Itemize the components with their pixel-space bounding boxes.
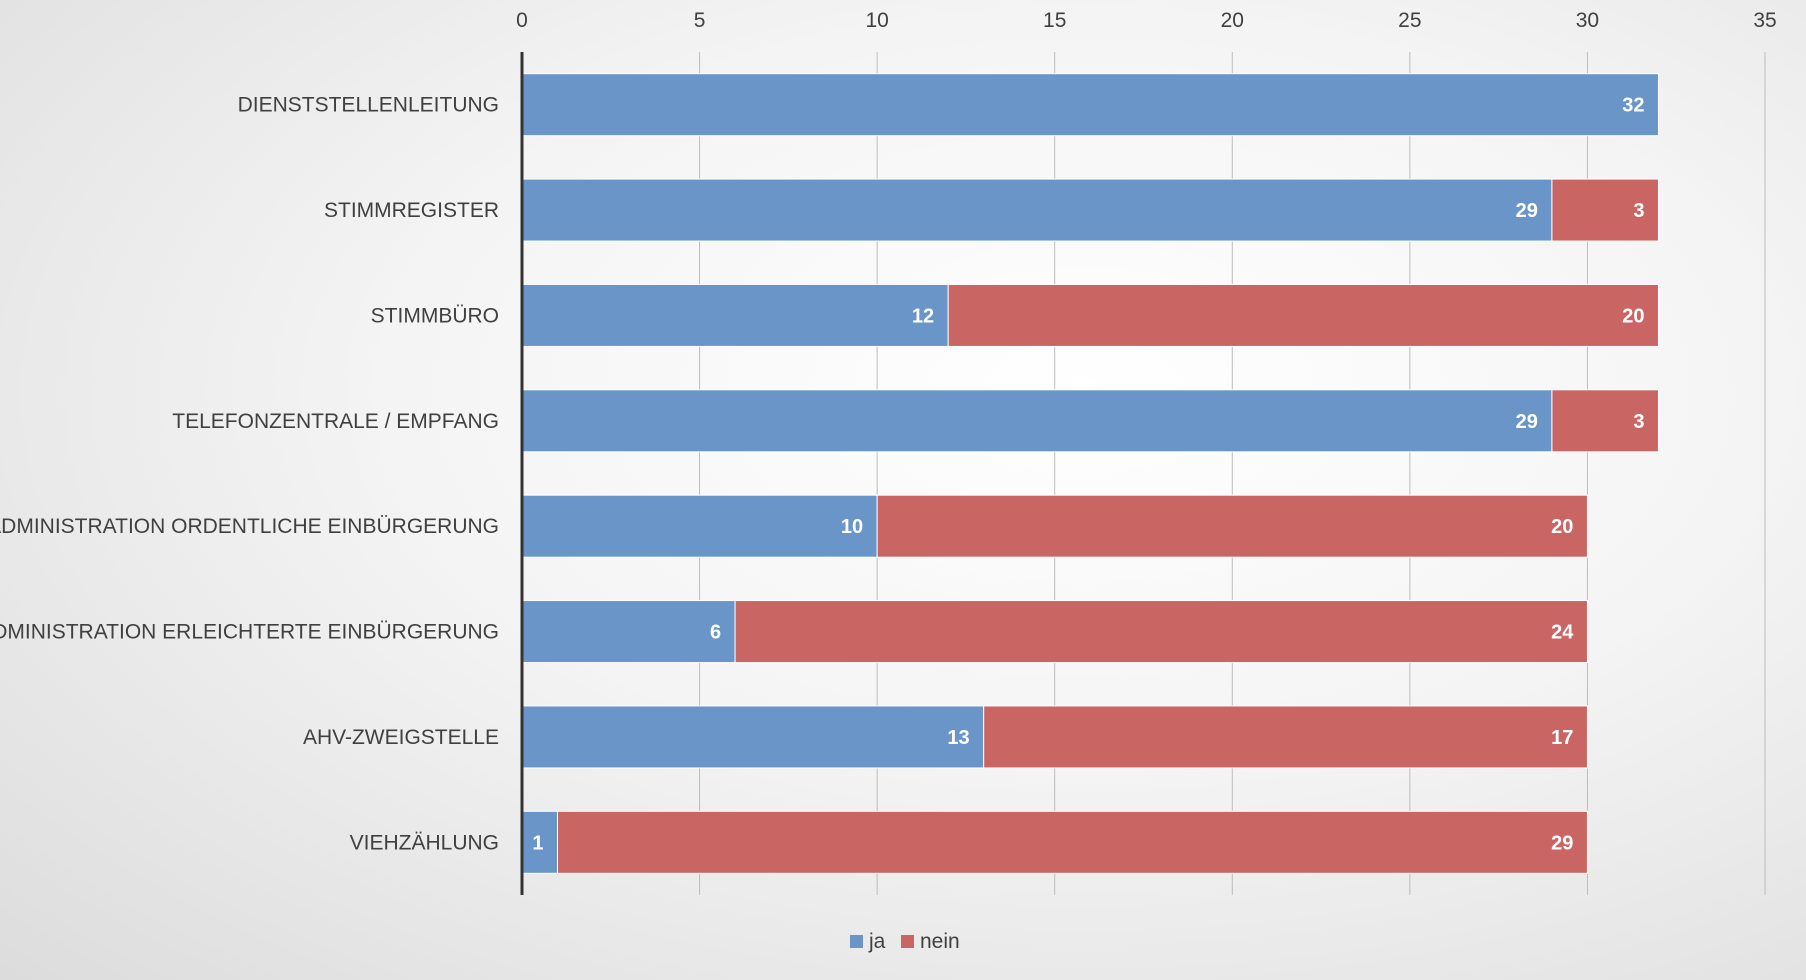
legend-swatch-nein [901, 935, 914, 948]
x-tick-label: 10 [865, 9, 888, 32]
legend-swatch-ja [850, 935, 863, 948]
category-label: ADMINISTRATION ORDENTLICHE EINBÜRGERUNG [0, 515, 499, 538]
x-tick-label: 30 [1576, 9, 1599, 32]
x-tick-label: 20 [1221, 9, 1244, 32]
data-label: 20 [1551, 516, 1573, 538]
bar-ja [522, 390, 1552, 452]
bar-nein [877, 495, 1587, 557]
category-label: TELEFONZENTRALE / EMPFANG [172, 410, 499, 433]
data-label: 29 [1516, 411, 1538, 433]
data-label: 3 [1633, 411, 1644, 433]
bar-ja [522, 495, 877, 557]
legend-label: ja [868, 930, 886, 953]
data-label: 29 [1551, 832, 1573, 854]
data-label: 13 [947, 727, 969, 749]
data-label: 12 [912, 305, 934, 327]
bar-nein [558, 811, 1588, 873]
category-label: STIMMBÜRO [371, 304, 499, 327]
bar-ja [522, 74, 1658, 136]
data-label: 3 [1633, 200, 1644, 222]
data-label: 17 [1551, 727, 1573, 749]
bar-ja [522, 179, 1552, 241]
x-tick-label: 5 [694, 9, 706, 32]
bar-nein [735, 601, 1587, 663]
data-label: 20 [1622, 305, 1644, 327]
bar-nein [984, 706, 1588, 768]
bar-ja [522, 284, 948, 346]
category-label: VIEHZÄHLUNG [350, 831, 499, 854]
bar-ja [522, 601, 735, 663]
data-label: 6 [710, 622, 721, 644]
category-label: STIMMREGISTER [324, 199, 499, 222]
x-tick-label: 15 [1043, 9, 1066, 32]
x-tick-label: 25 [1398, 9, 1421, 32]
bar-ja [522, 706, 984, 768]
x-tick-label: 35 [1753, 9, 1776, 32]
category-label: DIENSTSTELLENLEITUNG [238, 94, 499, 117]
category-label: AHV-ZWEIGSTELLE [303, 726, 499, 749]
legend-label: nein [920, 930, 960, 953]
data-label: 24 [1551, 622, 1574, 644]
bar-nein [948, 284, 1658, 346]
data-label: 1 [532, 832, 543, 854]
x-tick-label: 0 [516, 9, 528, 32]
data-label: 32 [1622, 95, 1644, 117]
category-label: ADMINISTRATION ERLEICHTERTE EINBÜRGERUNG [0, 621, 499, 644]
data-label: 29 [1516, 200, 1538, 222]
data-label: 10 [841, 516, 863, 538]
